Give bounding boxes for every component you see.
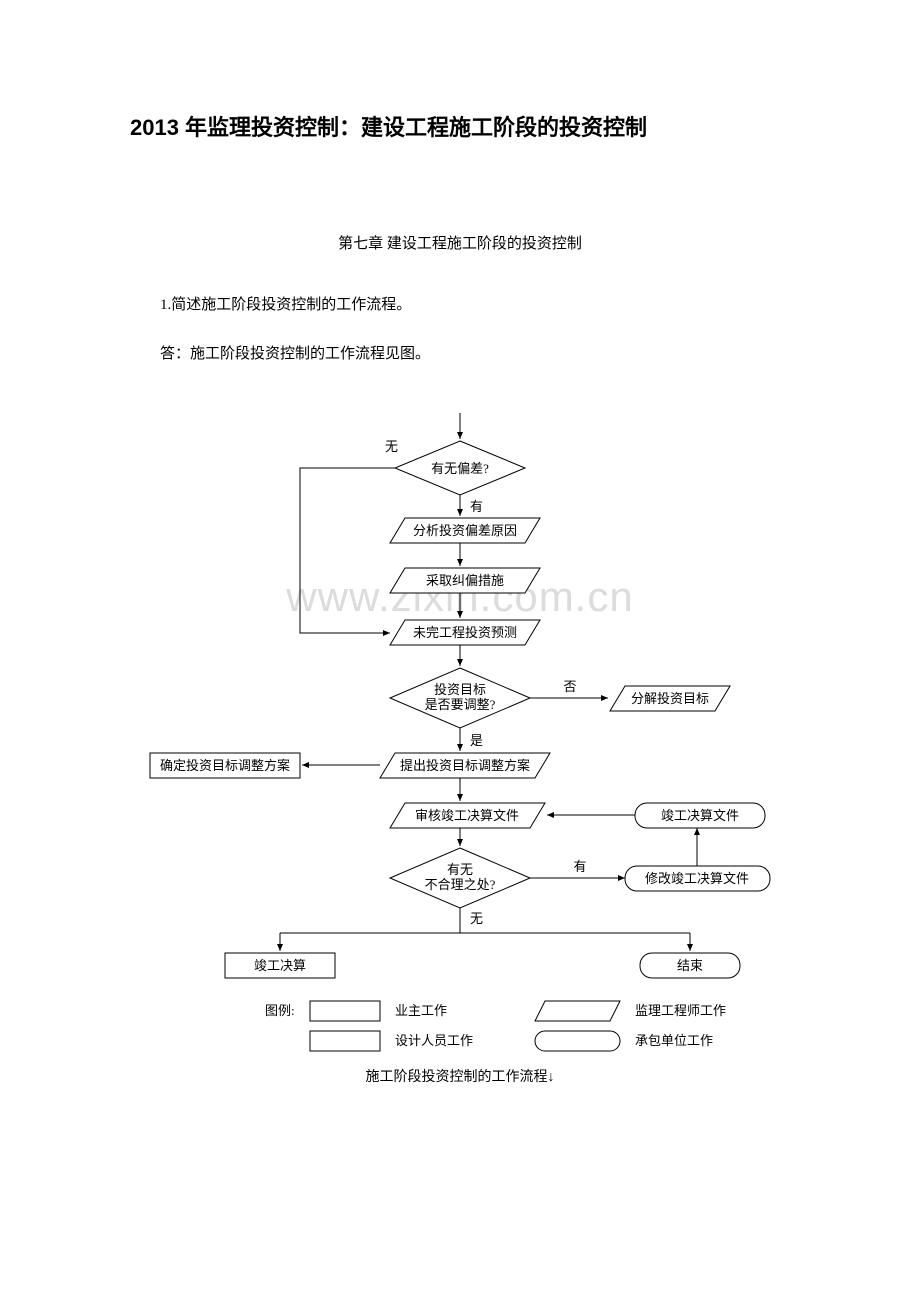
diagram-caption: 施工阶段投资控制的工作流程↓: [130, 1066, 790, 1086]
d1-no-label: 无: [385, 439, 398, 454]
decision-deviation-label: 有无偏差?: [431, 461, 489, 476]
legend2-label: 监理工程师工作: [635, 1003, 726, 1018]
d3-yes-label: 有: [573, 859, 586, 874]
legend-title: 图例:: [265, 1003, 295, 1018]
final-left-label: 竣工决算: [254, 958, 306, 973]
legend-shape-rounded: [535, 1031, 620, 1051]
flowchart-container: www.zixin.com.cn 有无偏差? 无 有 分析投资偏差原因: [130, 413, 790, 1113]
d2-l2: 是否要调整?: [425, 697, 496, 712]
step1-label: 分析投资偏差原因: [413, 523, 517, 538]
right2-label: 竣工决算文件: [661, 808, 739, 823]
connector-no-loop: [300, 468, 395, 633]
legend4-label: 承包单位工作: [635, 1033, 713, 1048]
step3-label: 未完工程投资预测: [413, 625, 517, 640]
flowchart-svg: 有无偏差? 无 有 分析投资偏差原因 采取纠偏措施 未完工程投资预测 投资目标 …: [130, 413, 790, 1053]
step5-label: 审核竣工决算文件: [415, 808, 519, 823]
d3-l2: 不合理之处?: [425, 877, 496, 892]
final-right-label: 结束: [677, 958, 703, 973]
d3-l1: 有无: [447, 862, 473, 877]
d1-yes-label: 有: [470, 499, 483, 514]
d2-yes-label: 是: [470, 733, 483, 748]
legend-shape-rect: [310, 1001, 380, 1021]
legend-shape-parallelogram: [535, 1001, 620, 1021]
right1-label: 分解投资目标: [631, 691, 709, 706]
step2-label: 采取纠偏措施: [426, 573, 504, 588]
question-1: 1.简述施工阶段投资控制的工作流程。: [130, 293, 790, 314]
legend1-label: 业主工作: [395, 1003, 447, 1018]
d3-no-label: 无: [470, 911, 483, 926]
d2-no-label: 否: [563, 679, 576, 694]
left1-label: 确定投资目标调整方案: [160, 758, 290, 773]
legend-shape-rect2: [310, 1031, 380, 1051]
answer-1: 答：施工阶段投资控制的工作流程见图。: [130, 342, 790, 363]
d2-l1: 投资目标: [434, 682, 486, 697]
legend3-label: 设计人员工作: [395, 1033, 473, 1048]
chapter-heading: 第七章 建设工程施工阶段的投资控制: [130, 232, 790, 253]
step4-label: 提出投资目标调整方案: [400, 758, 530, 773]
right3-label: 修改竣工决算文件: [645, 871, 749, 886]
page-title: 2013 年监理投资控制：建设工程施工阶段的投资控制: [130, 110, 790, 142]
